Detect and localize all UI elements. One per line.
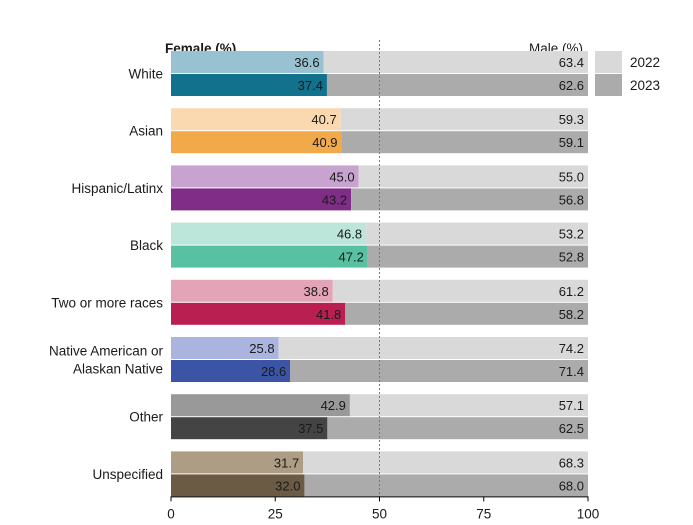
category-label: Hispanic/Latinx bbox=[71, 181, 163, 196]
male-bar bbox=[358, 165, 588, 188]
category-label: White bbox=[128, 67, 163, 82]
female-value-label: 25.8 bbox=[249, 341, 274, 356]
female-value-label: 45.0 bbox=[329, 169, 354, 184]
category-label: Black bbox=[130, 238, 163, 253]
category-label: Asian bbox=[129, 124, 163, 139]
male-bar bbox=[345, 302, 588, 325]
female-bar bbox=[171, 451, 304, 474]
female-bar bbox=[171, 337, 279, 359]
male-value-label: 62.6 bbox=[559, 78, 584, 93]
male-bar bbox=[349, 394, 588, 417]
female-bar bbox=[171, 279, 333, 302]
female-value-label: 36.6 bbox=[294, 55, 319, 70]
male-value-label: 58.2 bbox=[559, 307, 584, 322]
female-bar bbox=[171, 474, 305, 497]
female-value-label: 40.7 bbox=[311, 112, 336, 127]
category-label: Two or more races bbox=[51, 295, 163, 310]
male-bar bbox=[367, 245, 588, 268]
x-tick-label: 100 bbox=[577, 506, 600, 521]
female-bar bbox=[171, 131, 342, 154]
female-value-label: 28.6 bbox=[261, 364, 286, 379]
female-value-label: 31.7 bbox=[274, 455, 299, 470]
male-value-label: 57.1 bbox=[559, 398, 584, 413]
x-tick-label: 0 bbox=[167, 506, 175, 521]
male-bar bbox=[278, 337, 588, 359]
female-value-label: 42.9 bbox=[321, 398, 346, 413]
male-value-label: 59.1 bbox=[559, 135, 584, 150]
female-bar bbox=[171, 417, 328, 440]
category-label: Unspecified bbox=[92, 467, 163, 482]
male-bar bbox=[366, 222, 588, 245]
male-bar bbox=[323, 51, 588, 73]
male-bar bbox=[290, 360, 588, 382]
female-bar bbox=[171, 165, 359, 188]
male-bar bbox=[304, 474, 588, 497]
male-value-label: 55.0 bbox=[559, 169, 584, 184]
female-bar bbox=[171, 245, 368, 268]
legend-label: 2023 bbox=[630, 78, 660, 93]
female-value-label: 46.8 bbox=[337, 227, 362, 242]
female-value-label: 47.2 bbox=[339, 250, 364, 265]
male-value-label: 52.8 bbox=[559, 250, 584, 265]
female-value-label: 43.2 bbox=[322, 192, 347, 207]
male-bar bbox=[332, 279, 588, 302]
female-value-label: 37.4 bbox=[298, 78, 323, 93]
male-bar bbox=[327, 417, 588, 440]
male-value-label: 62.5 bbox=[559, 421, 584, 436]
female-bar bbox=[171, 74, 327, 96]
female-value-label: 40.9 bbox=[312, 135, 337, 150]
female-bar bbox=[171, 302, 346, 325]
male-value-label: 74.2 bbox=[559, 341, 584, 356]
male-bar bbox=[341, 131, 588, 154]
male-bar bbox=[351, 188, 588, 211]
female-value-label: 41.8 bbox=[316, 307, 341, 322]
female-value-label: 32.0 bbox=[275, 478, 300, 493]
female-bar bbox=[171, 394, 350, 417]
x-tick-label: 50 bbox=[372, 506, 387, 521]
female-bar bbox=[171, 360, 291, 382]
male-value-label: 59.3 bbox=[559, 112, 584, 127]
male-bar bbox=[303, 451, 588, 474]
male-value-label: 63.4 bbox=[559, 55, 584, 70]
female-bar bbox=[171, 108, 341, 131]
female-value-label: 37.5 bbox=[298, 421, 323, 436]
female-bar bbox=[171, 222, 367, 245]
legend-swatch bbox=[595, 51, 622, 73]
legend-swatch bbox=[595, 74, 622, 96]
female-bar bbox=[171, 51, 324, 73]
male-value-label: 71.4 bbox=[559, 364, 584, 379]
legend-label: 2022 bbox=[630, 55, 660, 70]
category-label: Other bbox=[129, 410, 163, 425]
category-label: Native American or bbox=[49, 344, 164, 359]
male-bar bbox=[326, 74, 588, 96]
x-tick-label: 25 bbox=[268, 506, 283, 521]
x-tick-label: 75 bbox=[476, 506, 491, 521]
female-value-label: 38.8 bbox=[303, 284, 328, 299]
male-value-label: 56.8 bbox=[559, 192, 584, 207]
male-value-label: 61.2 bbox=[559, 284, 584, 299]
male-value-label: 68.0 bbox=[559, 478, 584, 493]
category-label: Alaskan Native bbox=[73, 362, 163, 377]
male-bar bbox=[340, 108, 588, 131]
male-value-label: 68.3 bbox=[559, 455, 584, 470]
male-value-label: 53.2 bbox=[559, 227, 584, 242]
female-bar bbox=[171, 188, 352, 211]
